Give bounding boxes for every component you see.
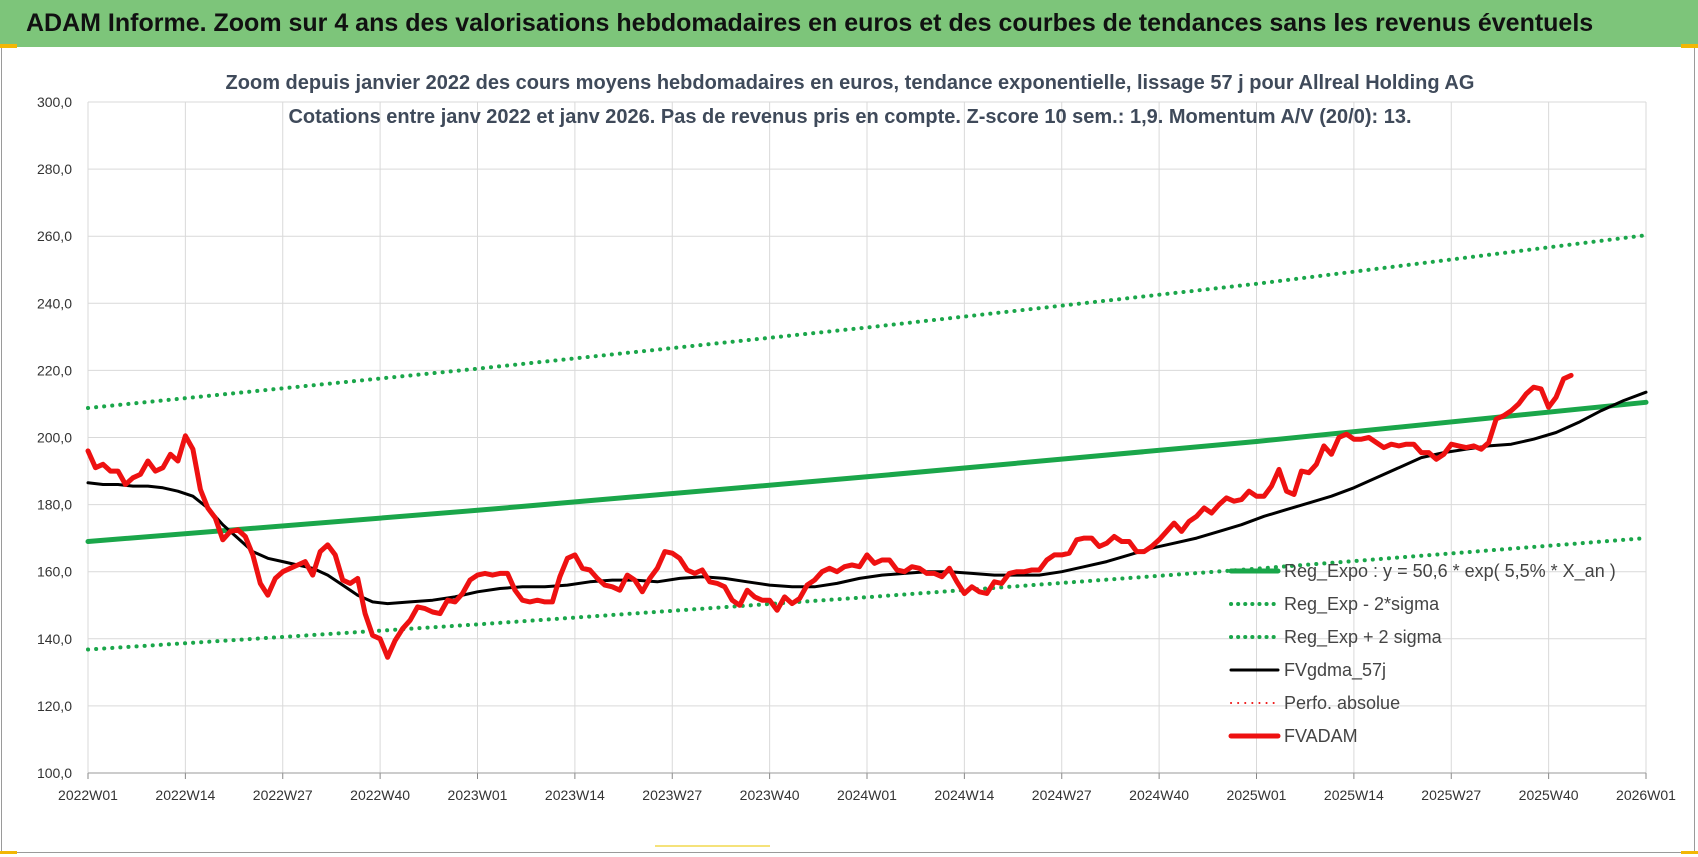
x-tick-label: 2023W01 <box>448 787 508 803</box>
chart-legend: Reg_Expo : y = 50,6 * exp( 5,5% * X_an )… <box>1228 561 1616 746</box>
legend-label-3: FVgdma_57j <box>1284 660 1386 681</box>
legend-label-4: Perfo. absolue <box>1284 693 1400 713</box>
x-tick-label: 2026W01 <box>1616 787 1676 803</box>
y-tick-label: 280,0 <box>37 161 72 177</box>
legend-label-1: Reg_Exp - 2*sigma <box>1284 594 1440 615</box>
y-tick-label: 120,0 <box>37 698 72 714</box>
corner-accent-bottom-center <box>655 845 770 847</box>
x-tick-label: 2023W14 <box>545 787 605 803</box>
corner-accent-left <box>0 44 17 48</box>
chart-frame <box>1 48 1695 853</box>
grid-layer <box>87 101 1647 774</box>
y-tick-label: 160,0 <box>37 564 72 580</box>
y-tick-label: 220,0 <box>37 362 72 378</box>
series-line-3 <box>86 390 1648 606</box>
series-layer <box>85 233 1649 660</box>
y-tick-label: 200,0 <box>37 430 72 446</box>
corner-accent-bottom-right <box>1681 851 1698 854</box>
chart-title: Zoom depuis janvier 2022 des cours moyen… <box>226 72 1475 94</box>
y-tick-label: 100,0 <box>37 765 72 781</box>
y-tick-label: 140,0 <box>37 631 72 647</box>
chart-subtitle: Cotations entre janv 2022 et janv 2026. … <box>288 106 1411 128</box>
x-tick-label: 2024W01 <box>837 787 897 803</box>
series-line-0 <box>85 399 1649 544</box>
axis-layer: 100,0 120,0 140,0 160,0 180,0 200,0 220,0 240,0… <box>37 94 1676 803</box>
x-tick-label: 2022W01 <box>58 787 118 803</box>
x-tick-label: 2025W01 <box>1227 787 1287 803</box>
x-tick-label: 2025W14 <box>1324 787 1384 803</box>
series-line-2 <box>86 233 1648 410</box>
y-tick-label: 180,0 <box>37 497 72 513</box>
x-tick-label: 2025W40 <box>1519 787 1579 803</box>
x-tick-label: 2024W14 <box>934 787 994 803</box>
x-tick-label: 2025W27 <box>1421 787 1481 803</box>
x-tick-label: 2022W27 <box>253 787 313 803</box>
series-line-5 <box>85 372 1574 660</box>
legend-label-5: FVADAM <box>1284 726 1358 746</box>
report-banner-title: ADAM Informe. Zoom sur 4 ans des valoris… <box>0 0 1698 47</box>
corner-accent-bottom-left <box>0 851 17 854</box>
corner-accent-right <box>1681 44 1698 48</box>
y-tick-label: 260,0 <box>37 228 72 244</box>
x-tick-label: 2023W27 <box>642 787 702 803</box>
x-tick-label: 2023W40 <box>740 787 800 803</box>
x-tick-label: 2024W27 <box>1032 787 1092 803</box>
legend-label-2: Reg_Exp + 2 sigma <box>1284 627 1443 648</box>
y-tick-label: 300,0 <box>37 94 72 110</box>
y-tick-label: 240,0 <box>37 295 72 311</box>
x-tick-label: 2024W40 <box>1129 787 1189 803</box>
x-tick-label: 2022W40 <box>350 787 410 803</box>
legend-label-0: Reg_Expo : y = 50,6 * exp( 5,5% * X_an ) <box>1284 561 1616 582</box>
x-tick-label: 2022W14 <box>155 787 215 803</box>
series-line-1 <box>86 536 1648 652</box>
